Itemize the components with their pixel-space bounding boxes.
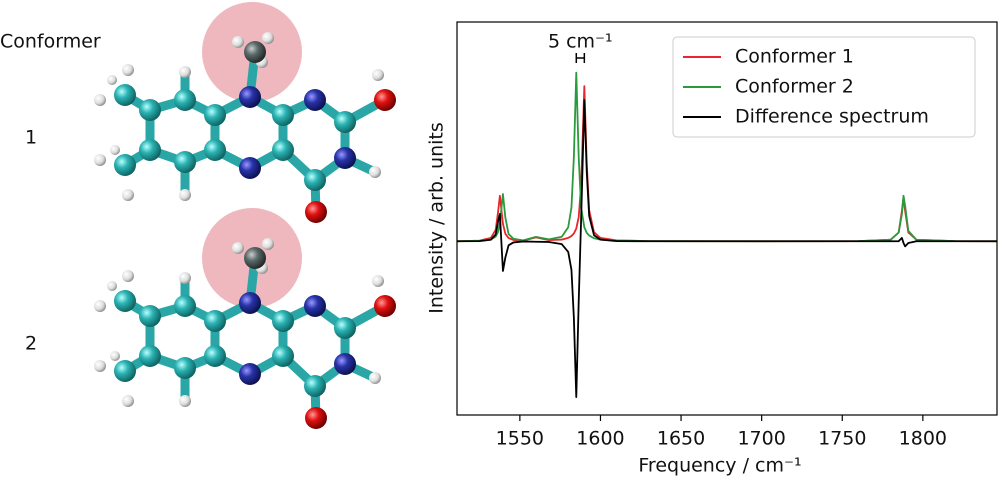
series-line: [457, 99, 997, 399]
annotation-text: 5 cm⁻¹: [548, 31, 613, 53]
x-tick-label: 1750: [818, 428, 866, 450]
molecule-label: 2: [25, 333, 37, 355]
molecule-label: 1: [25, 127, 37, 149]
y-axis-label: Intensity / arb. units: [426, 122, 448, 313]
molecule-2: [94, 208, 396, 429]
legend-label: Conformer 1: [735, 46, 854, 68]
x-tick-label: 1600: [576, 428, 624, 450]
x-tick-label: 1550: [496, 428, 544, 450]
series-line: [457, 71, 997, 243]
molecule-1: [94, 2, 396, 223]
x-tick-label: 1650: [657, 428, 705, 450]
x-axis-label: Frequency / cm⁻¹: [638, 455, 801, 477]
plot-frame: [456, 21, 998, 416]
legend-label: Conformer 2: [735, 76, 854, 98]
legend-label: Difference spectrum: [735, 106, 929, 128]
x-tick-label: 1800: [899, 428, 947, 450]
x-tick-label: 1700: [737, 428, 785, 450]
molecule-heading: Conformer: [0, 31, 101, 53]
legend-box: [672, 36, 976, 138]
